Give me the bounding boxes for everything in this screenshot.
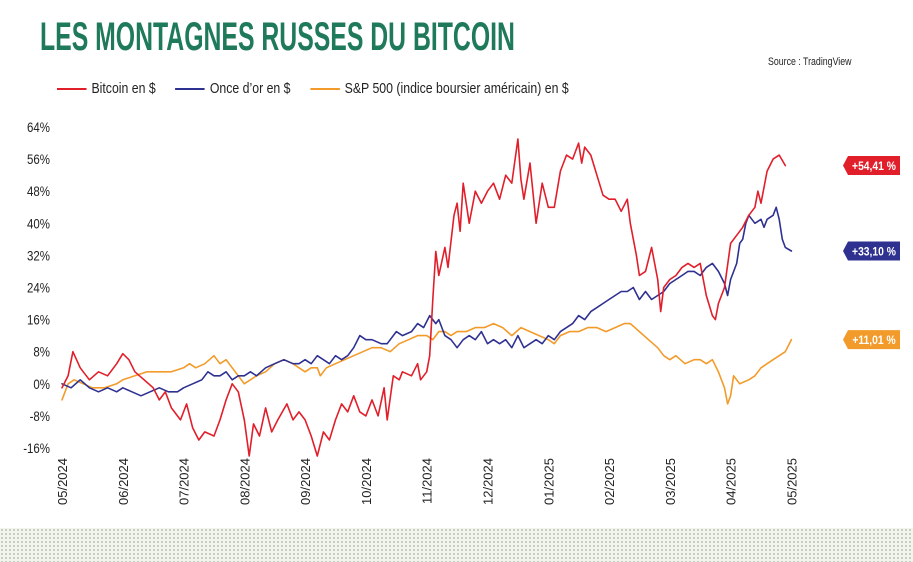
y-tick-label: -16%	[23, 440, 50, 456]
legend-swatch-bitcoin	[57, 87, 87, 90]
end-labels: +54,41 % +33,10 % +11,01 %	[843, 156, 900, 350]
y-tick-label: 48%	[27, 183, 50, 199]
legend-item-gold: Once d’or en $	[175, 80, 291, 97]
x-tick-label: 12/2024	[480, 458, 495, 505]
x-tick-label: 04/2025	[724, 458, 739, 505]
end-value-label: +54,41 %	[852, 160, 896, 173]
source-note: Source : TradingView	[768, 56, 852, 68]
x-tick-label: 09/2024	[298, 458, 313, 505]
y-axis: 64% 56% 48% 40% 32% 24% 16% 8% 0% -8% -16%	[23, 119, 50, 456]
x-tick-label: 03/2025	[663, 458, 678, 505]
x-tick-label: 02/2025	[602, 458, 617, 505]
end-value-tag-bg	[843, 330, 900, 350]
line-chart: 64% 56% 48% 40% 32% 24% 16% 8% 0% -8% -16% 05/2024…	[23, 119, 900, 505]
series-line-1	[61, 206, 793, 397]
legend-label-bitcoin: Bitcoin en $	[91, 80, 156, 97]
end-value-tag-bg	[843, 241, 900, 261]
y-tick-label: -8%	[30, 408, 50, 424]
y-tick-label: 8%	[33, 344, 50, 360]
legend-swatch-sp500	[310, 87, 340, 90]
legend-label-gold: Once d’or en $	[209, 80, 291, 97]
x-tick-label: 07/2024	[177, 458, 192, 505]
end-value-tag-2: +11,01 %	[843, 330, 900, 350]
end-value-label: +33,10 %	[852, 246, 896, 259]
legend-item-sp500: S&P 500 (indice boursier américain) en $	[310, 80, 569, 97]
legend-item-bitcoin: Bitcoin en $	[57, 80, 156, 97]
x-tick-label: 01/2025	[541, 458, 556, 505]
series-line-0	[61, 138, 787, 457]
legend-label-sp500: S&P 500 (indice boursier américain) en $	[344, 80, 569, 97]
x-tick-label: 10/2024	[359, 458, 374, 505]
legend-swatch-gold	[175, 87, 205, 90]
end-value-tag-0: +54,41 %	[843, 156, 900, 176]
end-value-tag-1: +33,10 %	[843, 241, 900, 261]
chart-title: LES MONTAGNES RUSSES DU BITCOIN	[40, 15, 515, 59]
x-tick-label: 05/2025	[784, 458, 799, 505]
y-tick-label: 64%	[27, 119, 50, 135]
end-value-tag-bg	[843, 156, 900, 176]
y-tick-label: 40%	[27, 215, 50, 231]
x-tick-label: 08/2024	[237, 458, 252, 505]
x-tick-label: 06/2024	[116, 458, 131, 505]
y-tick-label: 24%	[27, 279, 50, 295]
y-tick-label: 56%	[27, 151, 50, 167]
y-tick-label: 16%	[27, 311, 50, 327]
x-tick-label: 05/2024	[55, 458, 70, 505]
y-tick-label: 0%	[33, 376, 50, 392]
decorative-footer-band	[0, 528, 913, 562]
y-tick-label: 32%	[27, 247, 50, 263]
series-layer	[61, 138, 793, 457]
x-tick-label: 11/2024	[420, 458, 435, 504]
series-line-2	[61, 322, 793, 405]
end-value-label: +11,01 %	[852, 334, 895, 347]
chart-legend: Bitcoin en $ Once d’or en $ S&P 500 (ind…	[57, 80, 588, 97]
x-axis: 05/2024 06/2024 07/2024 08/2024 09/2024 10/20…	[55, 458, 799, 505]
